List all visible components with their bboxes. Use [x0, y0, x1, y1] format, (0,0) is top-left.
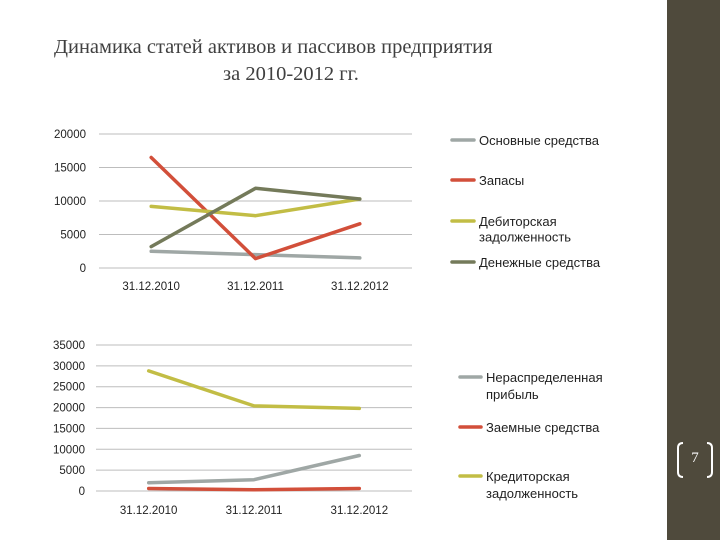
liabilities-x-tick-label: 31.12.2012: [331, 505, 389, 515]
liabilities-y-tick-label: 10000: [53, 444, 85, 456]
liabilities-y-tick-label: 5000: [59, 465, 85, 477]
liabilities-line-chart: 0 5000 10000 15000 20000 25000 30000 35000 31.12…: [53, 340, 603, 515]
slide-title-line-2: за 2010-2012 гг.: [223, 63, 359, 85]
liabilities-series-line: [146, 369, 362, 411]
liabilities-series-line: [146, 486, 362, 492]
liabilities-y-tick-label: 30000: [53, 361, 85, 373]
liabilities-y-tick-label: 35000: [53, 340, 85, 352]
liabilities-legend-label: прибыль: [486, 387, 539, 402]
page-number-badge: [677, 442, 713, 478]
assets-x-tick-label: 31.12.2010: [122, 281, 180, 293]
page-number: 7: [691, 450, 699, 466]
assets-series-line: [149, 155, 362, 261]
assets-series-line: [149, 197, 362, 218]
slide-title-line-1: Динамика статей активов и пассивов предп…: [54, 36, 493, 58]
assets-legend-label: Запасы: [479, 173, 524, 188]
liabilities-x-tick-label: 31.12.2010: [120, 505, 178, 515]
assets-y-tick-label: 10000: [54, 196, 86, 208]
liabilities-y-tick-label: 20000: [53, 403, 85, 415]
liabilities-y-tick-label: 25000: [53, 382, 85, 394]
liabilities-y-tick-label: 0: [79, 486, 85, 498]
assets-series-line: [149, 186, 362, 249]
liabilities-series-line: [146, 453, 362, 485]
liabilities-legend-label: Заемные средства: [486, 420, 600, 435]
liabilities-legend-label: задолженность: [486, 486, 578, 501]
liabilities-x-tick-label: 31.12.2011: [226, 505, 283, 515]
slide-title: Динамика статей активов и пассивов предп…: [40, 34, 580, 88]
assets-legend-label: Основные средства: [479, 133, 600, 148]
assets-y-tick-label: 15000: [54, 163, 86, 175]
assets-legend-label: Денежные средства: [479, 255, 601, 270]
liabilities-legend-label: Кредиторская: [486, 469, 570, 484]
liabilities-y-tick-label: 15000: [53, 423, 85, 435]
assets-y-tick-label: 5000: [60, 230, 86, 242]
liabilities-legend-label: Нераспределенная: [486, 370, 603, 385]
assets-series-line: [149, 249, 362, 260]
assets-legend-label: Дебиторская: [479, 214, 557, 229]
assets-y-tick-label: 0: [80, 263, 86, 275]
assets-x-tick-label: 31.12.2011: [227, 281, 284, 293]
assets-y-tick-label: 20000: [54, 129, 86, 141]
assets-x-tick-label: 31.12.2012: [331, 281, 389, 293]
assets-line-chart: 0 5000 10000 15000 20000 31.12.2010 31.12.2011…: [54, 129, 601, 293]
assets-legend-label: задолженность: [479, 230, 571, 245]
